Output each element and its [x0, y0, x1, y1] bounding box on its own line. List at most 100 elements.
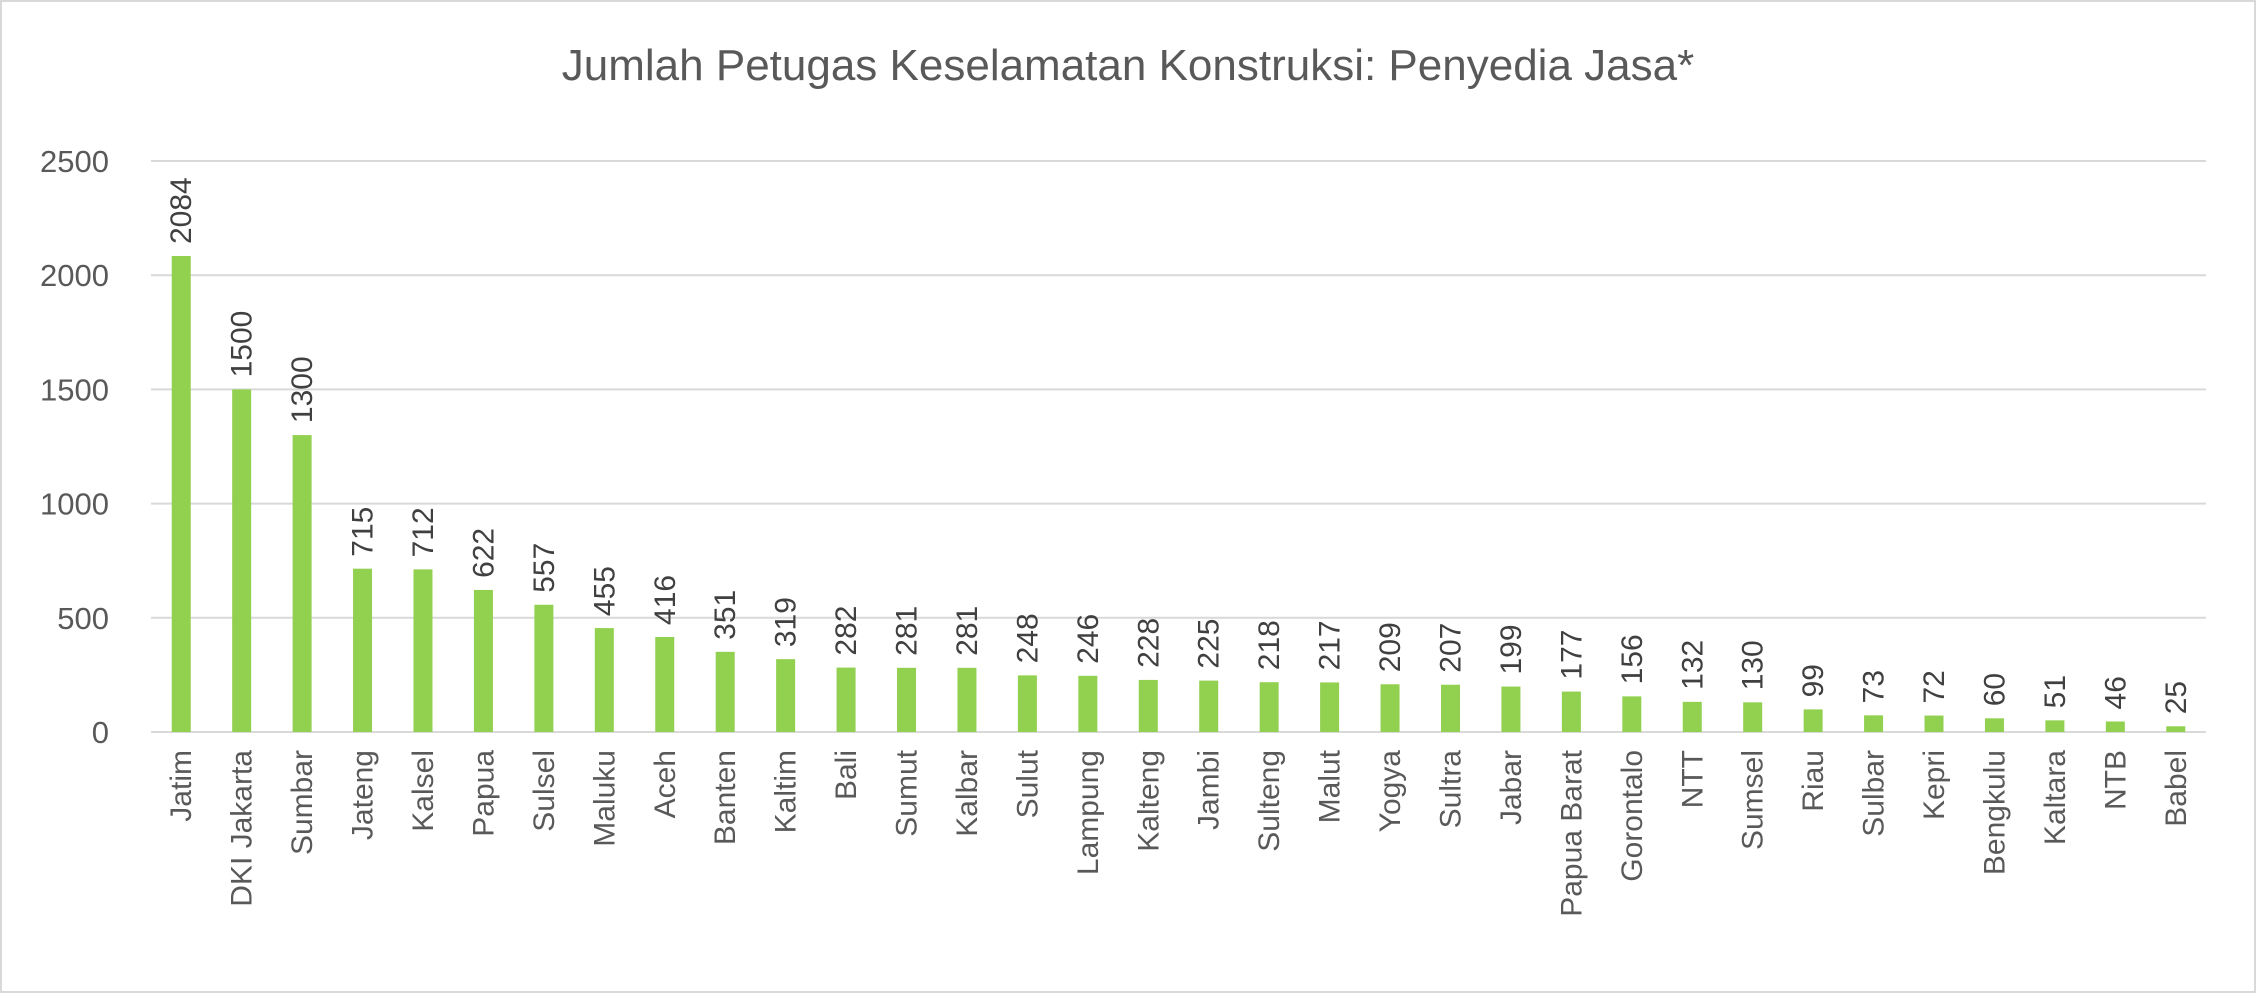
bar: [1078, 675, 1098, 732]
y-tick-label: 2500: [40, 144, 109, 179]
data-label: 455: [588, 566, 621, 616]
data-label: 72: [1918, 670, 1951, 703]
data-label: 60: [1978, 673, 2011, 706]
bar: [1622, 696, 1642, 732]
bar: [473, 589, 493, 732]
category-label: Babel: [2160, 750, 2193, 827]
bar: [655, 636, 675, 732]
category-label: Jabar: [1495, 750, 1528, 825]
bar: [292, 435, 312, 732]
category-label: Banten: [709, 750, 742, 845]
category-label: Aceh: [649, 750, 682, 818]
bar: [1984, 718, 2004, 732]
data-label: 73: [1858, 670, 1891, 703]
category-label: Riau: [1797, 750, 1830, 812]
bar: [1803, 709, 1823, 732]
bar: [897, 667, 917, 732]
bar: [1561, 691, 1581, 732]
data-label: 209: [1374, 622, 1407, 672]
data-label: 416: [649, 575, 682, 625]
y-tick-label: 0: [92, 715, 109, 750]
category-label: NTB: [2099, 750, 2132, 810]
bar: [1380, 684, 1400, 732]
bar: [1320, 682, 1340, 732]
category-label: Jateng: [347, 750, 380, 840]
category-label: NTT: [1676, 750, 1709, 808]
category-label: Jambi: [1193, 750, 1226, 830]
data-label: 225: [1193, 619, 1226, 669]
category-label: Kalteng: [1132, 750, 1165, 852]
bar: [715, 651, 735, 732]
category-label: Yogya: [1374, 750, 1407, 833]
bar: [1743, 702, 1763, 732]
x-axis-categories: Jatim DKI Jakarta Sumbar Jateng Kalsel Papua S…: [165, 749, 2193, 916]
category-label: Kaltara: [2039, 750, 2072, 845]
data-label: 199: [1495, 624, 1528, 674]
data-label: 228: [1132, 618, 1165, 668]
category-label: Sumsel: [1737, 750, 1770, 850]
category-label: Lampung: [1072, 750, 1105, 875]
data-label: 130: [1737, 640, 1770, 690]
category-label: Malut: [1314, 749, 1347, 823]
bar: [534, 604, 554, 732]
data-label: 25: [2160, 681, 2193, 714]
category-label: Papua Barat: [1555, 749, 1588, 916]
y-tick-label: 1500: [40, 372, 109, 407]
bar: [957, 667, 977, 732]
data-label: 622: [467, 528, 500, 578]
category-label: DKI Jakarta: [226, 750, 259, 907]
category-label: Kalsel: [407, 750, 440, 832]
bar: [836, 667, 856, 732]
bar: [2166, 726, 2186, 732]
bar: [2045, 720, 2065, 732]
data-label: 712: [407, 507, 440, 557]
category-label: Bengkulu: [1978, 750, 2011, 875]
data-label: 207: [1434, 623, 1467, 673]
y-tick-label: 2000: [40, 258, 109, 293]
data-label: 218: [1253, 620, 1286, 670]
category-label: Sumbar: [286, 750, 319, 855]
data-label: 282: [830, 606, 863, 656]
data-labels: 2084 1500 1300 715 712 622 557 455 416 351 319 282 2…: [165, 177, 2193, 714]
data-label: 246: [1072, 614, 1105, 664]
chart-title: Jumlah Petugas Keselamatan Konstruksi: P…: [562, 41, 1694, 90]
bar: [413, 569, 433, 732]
category-label: Sumut: [891, 749, 924, 836]
data-label: 715: [347, 507, 380, 557]
category-label: Sulbar: [1858, 750, 1891, 837]
bar: [1440, 684, 1460, 732]
bar: [1924, 715, 1944, 732]
data-label: 51: [2039, 675, 2072, 708]
bar: [1682, 701, 1702, 732]
data-label: 99: [1797, 664, 1830, 697]
data-label: 2084: [165, 177, 198, 244]
category-label: Kalbar: [951, 750, 984, 837]
category-label: Sulteng: [1253, 750, 1286, 852]
bar: [2105, 721, 2125, 732]
data-label: 1300: [286, 356, 319, 423]
category-label: Gorontalo: [1616, 750, 1649, 882]
data-label: 217: [1314, 620, 1347, 670]
bar: [776, 659, 796, 732]
bar: [171, 256, 191, 732]
data-label: 248: [1011, 613, 1044, 663]
data-label: 46: [2099, 676, 2132, 709]
category-label: Kepri: [1918, 750, 1951, 820]
category-label: Sulut: [1011, 749, 1044, 818]
data-label: 557: [528, 543, 561, 593]
y-tick-label: 500: [57, 601, 109, 636]
category-label: Jatim: [165, 750, 198, 822]
data-label: 132: [1676, 640, 1709, 690]
bar: [1864, 715, 1884, 732]
bar: [594, 628, 614, 732]
data-label: 351: [709, 590, 742, 640]
category-label: Sultra: [1434, 750, 1467, 829]
category-label: Sulsel: [528, 750, 561, 832]
category-label: Papua: [467, 750, 500, 837]
bar: [1501, 686, 1521, 732]
category-label: Kaltim: [770, 750, 803, 833]
bar: [1138, 679, 1158, 732]
bar: [1199, 680, 1219, 732]
bar: [353, 568, 373, 732]
